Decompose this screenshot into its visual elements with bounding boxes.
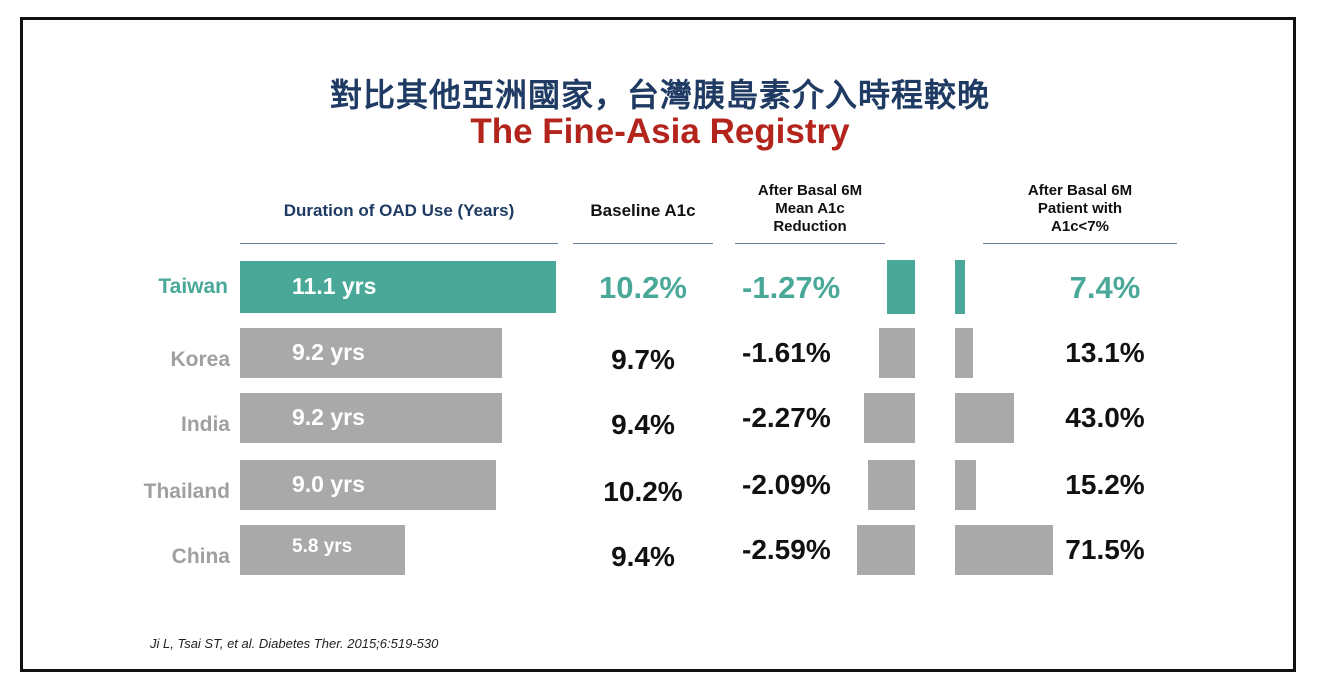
a1c-reduction-bar: [868, 460, 915, 510]
patients-under-7-value: 43.0%: [1065, 402, 1145, 433]
title-chinese: 對比其他亞洲國家，台灣胰島素介入時程較晚: [329, 76, 990, 114]
duration-bar: [240, 261, 556, 313]
a1c-reduction-bar: [864, 393, 915, 443]
header-underline: [735, 243, 885, 244]
baseline-a1c-value: 10.2%: [603, 476, 683, 507]
country-label: Taiwan: [158, 275, 228, 298]
header-patients-line-1: After Basal 6M: [1027, 182, 1133, 199]
patients-under-7-bar: [955, 393, 1014, 443]
patients-under-7-value: 15.2%: [1065, 469, 1145, 500]
patients-under-7-bar: [955, 260, 966, 314]
header-reduction-line-2: Mean A1c: [775, 200, 845, 217]
duration-bar-label: 5.8 yrs: [292, 536, 353, 557]
baseline-a1c-value: 10.2%: [599, 270, 687, 305]
header-mean-a1c-reduction: After Basal 6M Mean A1c Reduction: [735, 182, 885, 236]
duration-bar-label: 9.2 yrs: [292, 404, 365, 430]
duration-bar: [240, 393, 502, 443]
duration-bar-label: 11.1 yrs: [292, 273, 377, 299]
country-label: India: [180, 413, 230, 436]
country-label: Korea: [170, 348, 230, 371]
slide-frame: [20, 17, 1296, 672]
patients-under-7-bar: [955, 460, 976, 510]
title-english: The Fine-Asia Registry: [470, 112, 850, 151]
a1c-reduction-bar: [857, 525, 915, 575]
patients-under-7-value: 71.5%: [1065, 534, 1145, 565]
a1c-reduction-value: -1.61%: [742, 337, 831, 368]
a1c-reduction-value: -2.59%: [742, 534, 831, 565]
patients-under-7-value: 7.4%: [1069, 270, 1141, 305]
patients-under-7-bar: [955, 525, 1053, 575]
a1c-reduction-bar: [886, 260, 915, 314]
duration-bar: [240, 460, 497, 510]
country-label: Thailand: [143, 480, 230, 503]
baseline-a1c-value: 9.4%: [611, 409, 675, 440]
duration-bar: [240, 525, 406, 575]
a1c-reduction-value: -2.09%: [742, 469, 831, 500]
header-patients-line-3: A1c<7%: [1051, 218, 1109, 235]
a1c-reduction-value: -1.27%: [742, 270, 841, 305]
duration-bar-label: 9.2 yrs: [292, 339, 365, 365]
a1c-reduction-bar: [878, 328, 915, 378]
header-duration: Duration of OAD Use (Years): [283, 201, 515, 220]
header-reduction-line-3: Reduction: [773, 218, 847, 235]
header-patients-line-2: Patient with: [1037, 200, 1123, 217]
baseline-a1c-value: 9.4%: [611, 541, 675, 572]
header-patients-a1c-under-7: After Basal 6M Patient with A1c<7%: [985, 182, 1175, 236]
header-underline: [573, 243, 713, 244]
baseline-a1c-value: 9.7%: [611, 344, 675, 375]
header-baseline-a1c: Baseline A1c: [590, 201, 696, 220]
duration-bar: [240, 328, 502, 378]
patients-under-7-value: 13.1%: [1065, 337, 1145, 368]
a1c-reduction-value: -2.27%: [742, 402, 831, 433]
citation: Ji L, Tsai ST, et al. Diabetes Ther. 201…: [150, 636, 439, 651]
duration-bar-label: 9.0 yrs: [292, 471, 365, 497]
header-underline: [983, 243, 1177, 244]
patients-under-7-bar: [955, 328, 973, 378]
header-underline: [240, 243, 558, 244]
country-label: China: [171, 545, 230, 568]
header-reduction-line-1: After Basal 6M: [757, 182, 863, 199]
